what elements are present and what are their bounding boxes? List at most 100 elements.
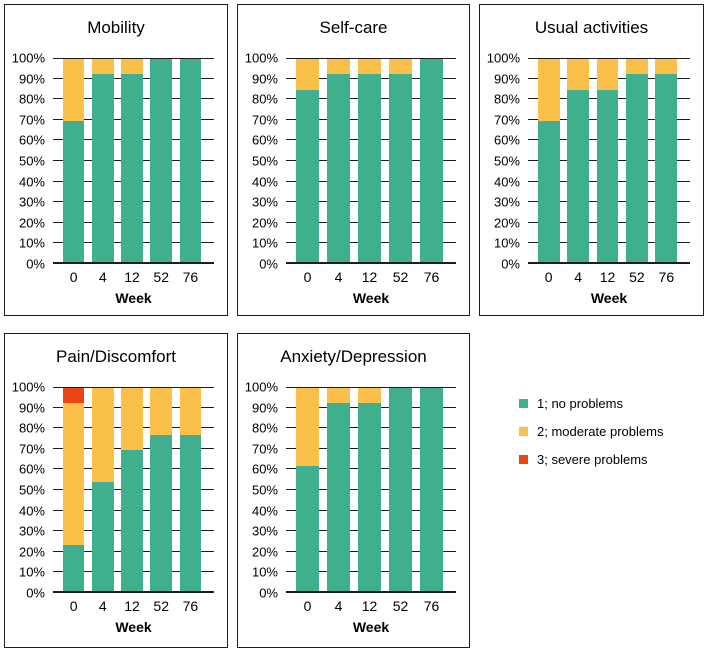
stacked-bar-week-76: [655, 58, 678, 264]
bar-segment: [92, 387, 114, 483]
bar-slot-week-52: [385, 58, 416, 264]
y-axis-tick-label: 100%: [11, 379, 45, 395]
y-axis-tick-label: 80%: [493, 91, 520, 107]
bar-segment: [537, 121, 560, 264]
bar-segment: [92, 482, 114, 593]
bar-segment: [567, 89, 589, 264]
y-axis-tick-label: 20%: [18, 215, 45, 231]
stacked-bar-week-4: [327, 387, 350, 593]
legend-item-no-problems: 1; no problems: [519, 395, 704, 411]
y-axis: 0% 10% 20% 30% 40% 50% 60% 70% 80% 90% 100%: [5, 51, 47, 272]
y-axis-tick-label: 70%: [251, 112, 278, 128]
stacked-bar-week-76: [179, 387, 202, 593]
bars-group: [53, 58, 214, 264]
x-axis-tick-label: 76: [182, 598, 199, 614]
y-axis-tick-label: 30%: [18, 194, 45, 210]
y-axis-tick-label: 80%: [251, 91, 278, 107]
plot-area: [53, 58, 214, 264]
stacked-bar-week-0: [62, 387, 85, 593]
x-axis-tick-label: 4: [574, 269, 582, 285]
bar-slot-week-76: [176, 58, 205, 264]
y-axis-tick-label: 60%: [251, 132, 278, 148]
x-axis-tick-label: 76: [658, 269, 675, 285]
chart-mobility: Mobility 0% 10% 20% 30% 40% 50% 60% 70% 80% 90% 100…: [4, 4, 228, 316]
stacked-bar-week-52: [150, 387, 173, 593]
stacked-bar-week-0: [537, 58, 560, 264]
y-axis-tick-label: 70%: [18, 112, 45, 128]
y-axis-tick-label: 50%: [18, 153, 45, 169]
bar-segment: [296, 387, 319, 467]
stacked-bar-week-52: [150, 58, 173, 264]
legend-label-no-problems: 1; no problems: [537, 395, 623, 411]
x-axis-tick-label: 0: [69, 269, 78, 285]
y-axis-tick-label: 20%: [493, 215, 520, 231]
bar-slot-week-4: [563, 58, 592, 264]
x-axis-title: Week: [115, 619, 152, 635]
y-axis-tick-label: 0%: [26, 585, 45, 601]
y-axis-tick-label: 60%: [18, 461, 45, 477]
stacked-bar-week-4: [92, 387, 114, 593]
bar-segment: [389, 58, 412, 74]
y-axis-tick-label: 90%: [493, 71, 520, 87]
x-axis-title: Week: [352, 290, 390, 306]
bar-slot-week-4: [88, 58, 117, 264]
bars-group: [528, 58, 690, 264]
bar-segment: [596, 58, 619, 90]
bar-slot-week-52: [622, 58, 651, 264]
bars-group: [286, 58, 456, 264]
stacked-bar-week-12: [121, 387, 143, 593]
stacked-bar-week-4: [567, 58, 589, 264]
bar-segment: [92, 58, 114, 74]
x-axis-tick-label: 4: [334, 269, 343, 285]
y-axis-tick-label: 30%: [251, 194, 278, 210]
stacked-bar-week-12: [358, 58, 381, 264]
bar-segment: [179, 387, 202, 435]
bar-segment: [327, 402, 350, 593]
y-axis-tick-label: 80%: [18, 91, 45, 107]
bar-slot-week-12: [354, 387, 385, 593]
y-axis-tick-label: 100%: [11, 50, 45, 66]
y-axis-tick-label: 80%: [18, 420, 45, 436]
bar-slot-week-0: [59, 387, 88, 593]
y-axis-tick-label: 10%: [18, 235, 45, 251]
x-axis-line: [53, 262, 214, 264]
y-axis-tick-label: 0%: [501, 256, 520, 272]
x-axis: 0 4 12 52 76: [286, 598, 456, 614]
stacked-bar-week-0: [62, 58, 85, 264]
stacked-bar-week-12: [596, 58, 619, 264]
bar-segment: [92, 73, 114, 264]
bar-slot-week-12: [593, 58, 622, 264]
bar-segment: [358, 58, 381, 74]
bar-segment: [150, 387, 173, 435]
y-axis-tick-label: 0%: [259, 256, 278, 272]
gridline: [53, 58, 214, 59]
y-axis-tick-label: 50%: [251, 482, 278, 498]
x-axis-tick-label: 0: [69, 598, 78, 614]
bar-slot-week-76: [416, 387, 447, 593]
bar-segment: [62, 402, 85, 546]
gridline: [53, 387, 214, 388]
y-axis-tick-label: 0%: [259, 585, 278, 601]
y-axis-tick-label: 10%: [493, 235, 520, 251]
bar-segment: [358, 387, 381, 403]
stacked-bar-week-52: [626, 58, 648, 264]
y-axis-tick-label: 90%: [18, 400, 45, 416]
bars-group: [286, 387, 456, 593]
bar-segment: [420, 58, 443, 264]
bar-segment: [150, 58, 173, 264]
y-axis: 0% 10% 20% 30% 40% 50% 60% 70% 80% 90% 100%: [480, 51, 522, 272]
x-axis-tick-label: 12: [599, 269, 616, 285]
stacked-bar-week-12: [121, 58, 143, 264]
bar-segment: [567, 58, 589, 90]
y-axis-tick-label: 50%: [493, 153, 520, 169]
y-axis-tick-label: 40%: [18, 503, 45, 519]
chart-title: Mobility: [87, 18, 145, 37]
stacked-bar-week-12: [358, 387, 381, 593]
stacked-bar-week-52: [389, 58, 412, 264]
x-axis-tick-label: 12: [361, 598, 378, 614]
y-axis-tick-label: 90%: [18, 71, 45, 87]
x-axis-line: [286, 591, 456, 593]
x-axis-tick-label: 52: [629, 269, 645, 285]
chart-title: Self-care: [319, 18, 388, 37]
y-axis-tick-label: 60%: [493, 132, 520, 148]
